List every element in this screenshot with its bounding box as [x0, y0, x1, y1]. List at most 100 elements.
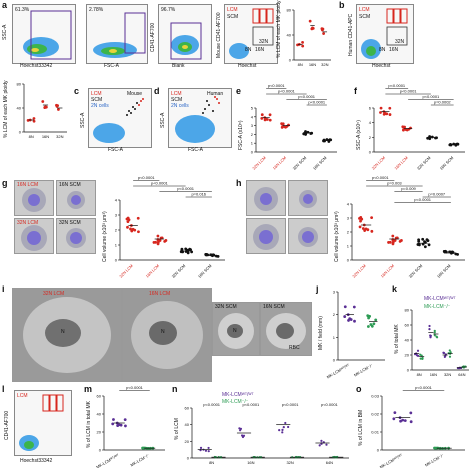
chart-k-point-1-1-4: [435, 335, 438, 338]
chart-m-point-0-0-1: [111, 422, 115, 426]
chart-m-point-0-1-7: [142, 446, 145, 450]
chart-n-point-0-3-1: [325, 443, 328, 446]
chart-n-point-0-2-0: [281, 428, 284, 431]
chart-h-point-0-0-7: [364, 227, 368, 231]
chart-f-xtick-label-3: 16N SCM: [439, 155, 455, 171]
chart-k-point-0-0-0: [416, 349, 420, 352]
chart-o-ytick-label-1: 0.01: [371, 430, 380, 435]
flow-l-lcm: LCM: [17, 393, 28, 399]
chart-left-point-0-0-2: [32, 119, 36, 123]
panel-label-i: i: [2, 284, 5, 294]
chart-h-point-0-2-5: [421, 237, 425, 241]
chart-f-ytick-label-3: 6: [369, 106, 372, 111]
chart-k-point-1-2-4: [448, 349, 451, 352]
chart-g-point-0-1-10: [156, 238, 160, 242]
gate-lcm-a4: LCM: [227, 7, 238, 13]
chart-left-xtick-label-2: 32N: [56, 134, 63, 139]
chart-h-pvalue-4: p<0.0001: [414, 197, 432, 202]
chart-k-xtick-label-2: 32N: [444, 372, 451, 377]
chart-h-ytick-label-4: 4: [347, 202, 350, 207]
chart-g-ytick-label-3: 3: [115, 213, 118, 218]
legend-n-ko: MK-LCM⁻/⁻: [222, 399, 249, 405]
chart-f-ylabel: SSC-A (x10⁵): [356, 120, 362, 150]
chart-j-point-0-0-7: [348, 317, 352, 321]
micro-h3: [246, 218, 286, 254]
chart-f-pvalue-1: p<0.0001: [400, 89, 418, 94]
chart-o-pvalue-0: p<0.0001: [415, 386, 433, 390]
chart-e-pvalue-2: p<0.0001: [298, 94, 316, 99]
chart-a-ytick-label-0: 0: [289, 58, 292, 63]
chart-f-point-0-0-5: [379, 106, 383, 110]
panel-label-d: d: [154, 86, 160, 96]
chart-k-point-0-2-1: [442, 351, 446, 355]
axis-y-b: Human CD41-APC: [348, 13, 354, 56]
chart-n-ylabel: % of LCM: [174, 418, 180, 440]
micro-h2-cell: [299, 190, 317, 208]
micro-h1: [246, 180, 286, 216]
chart-m: 0 20 40 60 MK-LCMᵂᵀ/ᵂᵀ MK-LCM⁻/⁻ p<0.0001: [95, 386, 165, 468]
chart-e-pvalue-1: p<0.0001: [278, 89, 296, 94]
chart-a-point-0-1-3: [311, 26, 314, 30]
legend-n-wt: MK-LCMᵂᵀ/ᵂᵀ: [222, 392, 254, 398]
micro-g2: 16N SCM: [56, 180, 96, 216]
scatter-d: LCM SCM 2N cells Human: [168, 88, 232, 148]
chart-g-point-0-1-4: [156, 242, 160, 246]
chart-m-pvalue-0: p<0.0001: [126, 386, 144, 390]
panel-label-o: o: [356, 384, 362, 394]
chart-left-lcm-ploidy: 0 40 80 8N 16N 32N: [17, 82, 67, 139]
panel-label-b: b: [339, 0, 345, 10]
chart-h-point-0-0-10: [358, 217, 361, 220]
chart-h-point-0-2-0: [423, 245, 427, 249]
panel-label-n: n: [172, 384, 178, 394]
chart-n-point-0-2-4: [281, 431, 284, 434]
chart-k-ytick-label-1: 20: [405, 353, 410, 358]
chart-a-xtick-label-2: 32N: [321, 62, 328, 67]
em-i3: 32N SCM N: [212, 302, 260, 356]
chart-j: 0 1 2 3 MK-LCMᵂᵀ/ᵂᵀ MK-LCM⁻/⁻: [326, 290, 385, 380]
micro-g3-cell: [21, 225, 47, 251]
chart-g-ytick-label-2: 2: [115, 228, 118, 233]
em-i1-marker: N: [61, 329, 65, 335]
chart-f-point-0-0-1: [379, 111, 382, 114]
chart-k-xtick-label-3: 64N: [458, 372, 465, 377]
flow-density-a4: [229, 8, 274, 59]
chart-h-pvalue-2: p=0.009: [401, 186, 416, 191]
chart-left-xtick-label-0: 8N: [29, 134, 34, 139]
chart-j-xtick-label-0: MK-LCMᵂᵀ/ᵂᵀ: [326, 362, 350, 379]
chart-e-point-0-0-5: [260, 113, 264, 117]
chart-a-point-0-1-1: [308, 19, 312, 23]
chart-left-ytick-label-0: 0: [19, 130, 22, 135]
chart-h-point-0-0-9: [361, 227, 365, 230]
chart-m-ytick-label-2: 40: [97, 412, 102, 417]
chart-g-xtick-label-0: 32N LCM: [118, 263, 133, 278]
chart-k-point-1-0-3: [421, 356, 424, 360]
scatter-d-species: Human: [207, 91, 224, 97]
flow-plot-a4: LCM SCM 8N 16N 32N: [224, 4, 278, 64]
chart-k-point-1-2-1: [448, 355, 452, 358]
chart-e-point-0-1-6: [287, 123, 290, 127]
chart-o-ytick-label-0: 0: [377, 448, 380, 453]
chart-g-point-0-1-7: [163, 239, 167, 243]
chart-j-point-0-1-5: [372, 322, 376, 326]
chart-g-point-0-0-9: [129, 227, 132, 231]
chart-n-point-0-2-5: [287, 425, 290, 429]
chart-e-xtick-label-1: 16N LCM: [272, 155, 287, 170]
chart-e-point-0-0-7: [264, 117, 268, 121]
chart-n-point-0-2-2: [284, 421, 287, 425]
scatter-c: LCM SCM 2N cells Mouse: [88, 88, 152, 148]
chart-k-ytick-label-2: 40: [405, 338, 410, 343]
chart-f-pvalue-3: p=0.0002: [434, 100, 452, 105]
axis-y-a3: CD41-AF700: [150, 22, 156, 52]
chart-n-point-0-1-1: [242, 434, 246, 437]
chart-g-point-0-0-11: [127, 218, 131, 222]
chart-m-ytick-label-3: 60: [97, 394, 102, 399]
chart-o-point-0-0-6: [399, 419, 402, 423]
chart-j-point-0-0-5: [343, 305, 347, 309]
gate-scm-b: SCM: [359, 14, 371, 20]
chart-a-xtick-label-0: 8N: [298, 62, 303, 67]
chart-j-point-0-1-6: [374, 318, 378, 322]
chart-e-point-0-2-7: [302, 132, 306, 136]
chart-m-point-0-0-0: [123, 418, 127, 421]
chart-f-ytick-label-1: 2: [369, 135, 372, 140]
flow-plot-b: LCM SCM 8N 16N 32N: [356, 4, 414, 64]
